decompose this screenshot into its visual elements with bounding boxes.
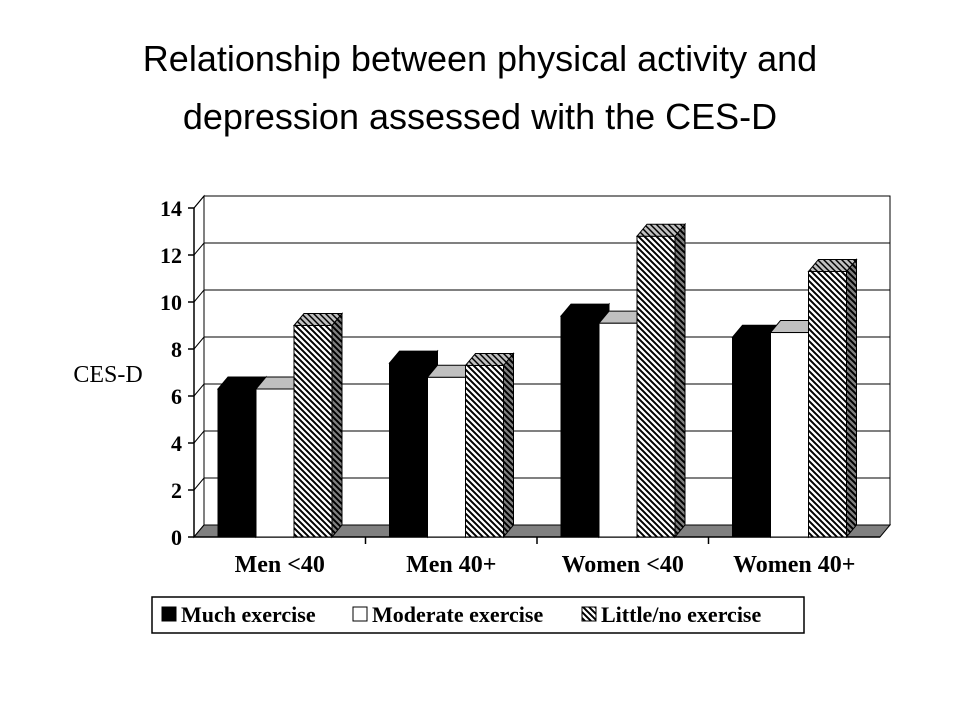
y-tick-label: 8 <box>171 337 182 362</box>
y-tick-label: 6 <box>171 384 182 409</box>
x-tick-label: Men 40+ <box>406 552 496 578</box>
bar-top <box>559 303 611 317</box>
x-tick-label: Women 40+ <box>733 552 855 578</box>
bar-top <box>807 258 858 272</box>
bar <box>292 312 344 539</box>
y-tick-label: 0 <box>171 525 182 550</box>
chart-title: Relationship between physical activity a… <box>0 30 960 146</box>
bar-front <box>598 322 638 538</box>
bar <box>807 258 858 539</box>
bar-top <box>464 352 515 366</box>
bar-top <box>635 223 687 237</box>
chart-side-wall <box>193 194 205 539</box>
y-tick-label: 2 <box>171 478 182 503</box>
y-tick-label: 10 <box>160 290 182 315</box>
bar-side <box>331 312 343 539</box>
bar-front <box>255 388 295 538</box>
title-line-2: depression assessed with the CES-D <box>182 96 778 137</box>
bar-front <box>293 325 333 538</box>
legend-label: Moderate exercise <box>372 602 543 627</box>
x-tick-label: Women <40 <box>562 552 684 578</box>
bar-top <box>292 313 344 326</box>
bar-front <box>427 376 466 538</box>
y-tick-label: 14 <box>160 196 182 221</box>
bar-side <box>674 222 686 539</box>
gridline <box>193 195 890 209</box>
y-tick-label: 4 <box>171 431 182 456</box>
legend-box <box>151 596 805 634</box>
bar-top <box>388 350 439 364</box>
bar-front <box>389 362 428 538</box>
bar-front <box>217 388 257 538</box>
x-tick-label: Men <40 <box>235 552 325 578</box>
bar-front <box>770 332 809 538</box>
legend-swatch <box>581 606 597 622</box>
legend: Much exercise Moderate exercise Little/no … <box>151 596 805 634</box>
bar-side <box>846 258 857 539</box>
legend-swatch <box>352 606 368 622</box>
bar-front <box>636 235 676 538</box>
bar-front <box>465 364 504 538</box>
bar-front <box>732 336 771 538</box>
legend-swatch <box>161 606 177 622</box>
title-line-1: Relationship between physical activity a… <box>142 38 818 79</box>
bar-side <box>503 352 514 539</box>
bar <box>464 352 515 539</box>
bar-front <box>560 315 600 538</box>
legend-label: Little/no exercise <box>601 602 761 627</box>
y-tick-label: 12 <box>160 243 182 268</box>
bar <box>635 222 687 539</box>
bar-front <box>808 270 847 538</box>
y-axis-title: CES-D <box>73 362 142 388</box>
legend-label: Much exercise <box>181 602 316 627</box>
